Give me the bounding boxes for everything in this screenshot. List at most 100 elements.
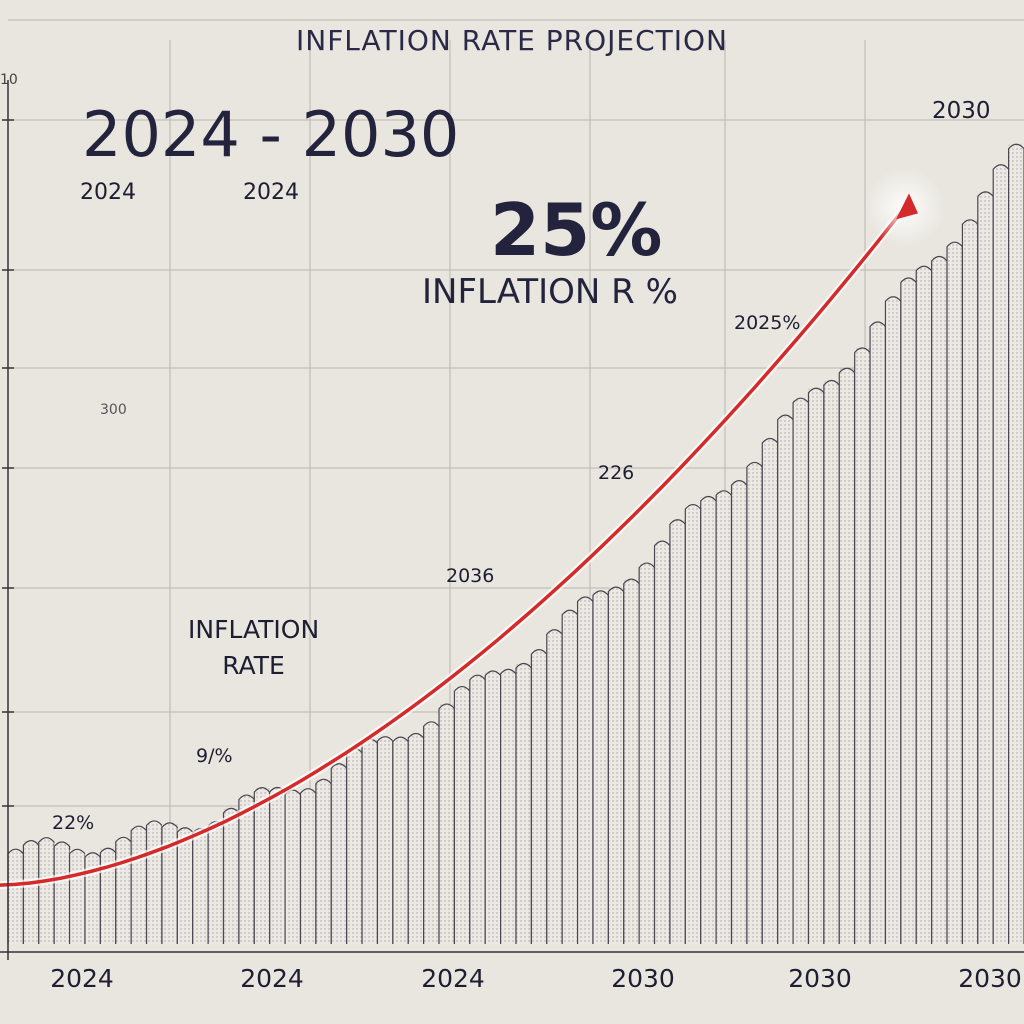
bar-texture [8, 849, 24, 944]
bar-texture [392, 737, 409, 944]
x-tick-label: 2024 [50, 964, 114, 993]
bar-texture [977, 192, 994, 944]
series-caption-line-1: INFLATION [188, 615, 320, 644]
bar-texture [639, 563, 655, 944]
bar [576, 596, 594, 944]
bar-texture [654, 541, 670, 944]
bar-texture [916, 266, 932, 944]
bar [746, 461, 763, 944]
bar-texture [592, 591, 609, 944]
y-tick-label: 10 [0, 72, 18, 88]
x-tick-label: 2030 [611, 964, 675, 993]
bar [330, 763, 348, 944]
bar-texture [577, 597, 593, 944]
bar-texture [346, 748, 363, 944]
bar [299, 788, 317, 944]
bar [961, 219, 979, 945]
bar-texture [238, 795, 255, 944]
bar [838, 367, 856, 944]
bar [653, 540, 671, 944]
bar [161, 822, 178, 944]
bar-texture [793, 398, 809, 944]
bar [884, 296, 902, 945]
bar [515, 662, 532, 944]
bar-texture [623, 579, 640, 944]
bar-texture [23, 841, 39, 944]
bar-texture [177, 828, 193, 944]
bar-texture [531, 650, 547, 944]
bar [392, 736, 409, 944]
bar-texture [69, 849, 85, 944]
bar [253, 787, 271, 944]
bar [530, 649, 548, 944]
bar [469, 674, 486, 944]
bar [792, 397, 810, 944]
bar-texture [223, 808, 239, 944]
x-tick-label: 2030 [788, 964, 852, 993]
bar-texture [808, 388, 824, 944]
bar [546, 629, 563, 944]
bar [7, 848, 24, 944]
bar-texture [516, 663, 532, 944]
bar-texture [362, 739, 378, 944]
bar [607, 586, 625, 944]
bar-texture [54, 842, 70, 944]
bar [53, 841, 71, 944]
bar-texture [562, 610, 578, 944]
bar [761, 437, 779, 944]
bar [900, 277, 917, 944]
bar-texture [485, 671, 501, 944]
bar [484, 670, 502, 944]
bar [854, 347, 871, 944]
bar [500, 668, 517, 944]
bar [946, 241, 964, 944]
bar [438, 703, 456, 944]
chart-title: INFLATION RATE PROJECTION [296, 24, 728, 57]
bar [992, 164, 1010, 945]
bar-texture [454, 687, 470, 944]
bar-texture [839, 368, 855, 944]
bar-texture [408, 733, 424, 944]
bar [715, 490, 733, 944]
annotation-label: 2036 [446, 565, 495, 587]
bar [807, 387, 825, 944]
bar-texture [870, 322, 886, 944]
bar-texture [254, 788, 270, 944]
bar [346, 747, 363, 944]
x-tick-label: 2024 [240, 964, 304, 993]
trend-line [0, 205, 907, 887]
bar-texture [192, 829, 209, 944]
bar [777, 414, 794, 944]
bar [284, 789, 302, 944]
bar-texture [685, 505, 701, 944]
annotation-label: 9/% [196, 745, 233, 767]
annotation-label: 22% [52, 812, 95, 834]
bar [315, 778, 332, 944]
bar-texture [300, 789, 316, 944]
bar-texture [146, 821, 162, 944]
bar [561, 609, 579, 944]
bar [238, 794, 255, 944]
bar-texture [469, 675, 486, 944]
bar [669, 519, 686, 944]
faint-label: 300 [100, 402, 127, 418]
bar-texture [731, 481, 747, 944]
bar-texture [131, 826, 147, 944]
bar [977, 191, 994, 944]
bar [684, 503, 702, 944]
bar-outline [145, 820, 163, 944]
bar-texture [746, 462, 763, 944]
bar [931, 255, 948, 945]
bar-texture [962, 220, 978, 945]
axes-layer [0, 80, 1024, 960]
highlight-caption: INFLATION R % [422, 272, 678, 312]
bar-texture [823, 381, 840, 944]
bar [99, 847, 117, 944]
bar-texture [115, 837, 132, 944]
highlight-value: 25% [490, 188, 663, 272]
annotation-label: 2025% [734, 312, 801, 334]
bar [376, 736, 394, 944]
bar-texture [269, 787, 286, 944]
